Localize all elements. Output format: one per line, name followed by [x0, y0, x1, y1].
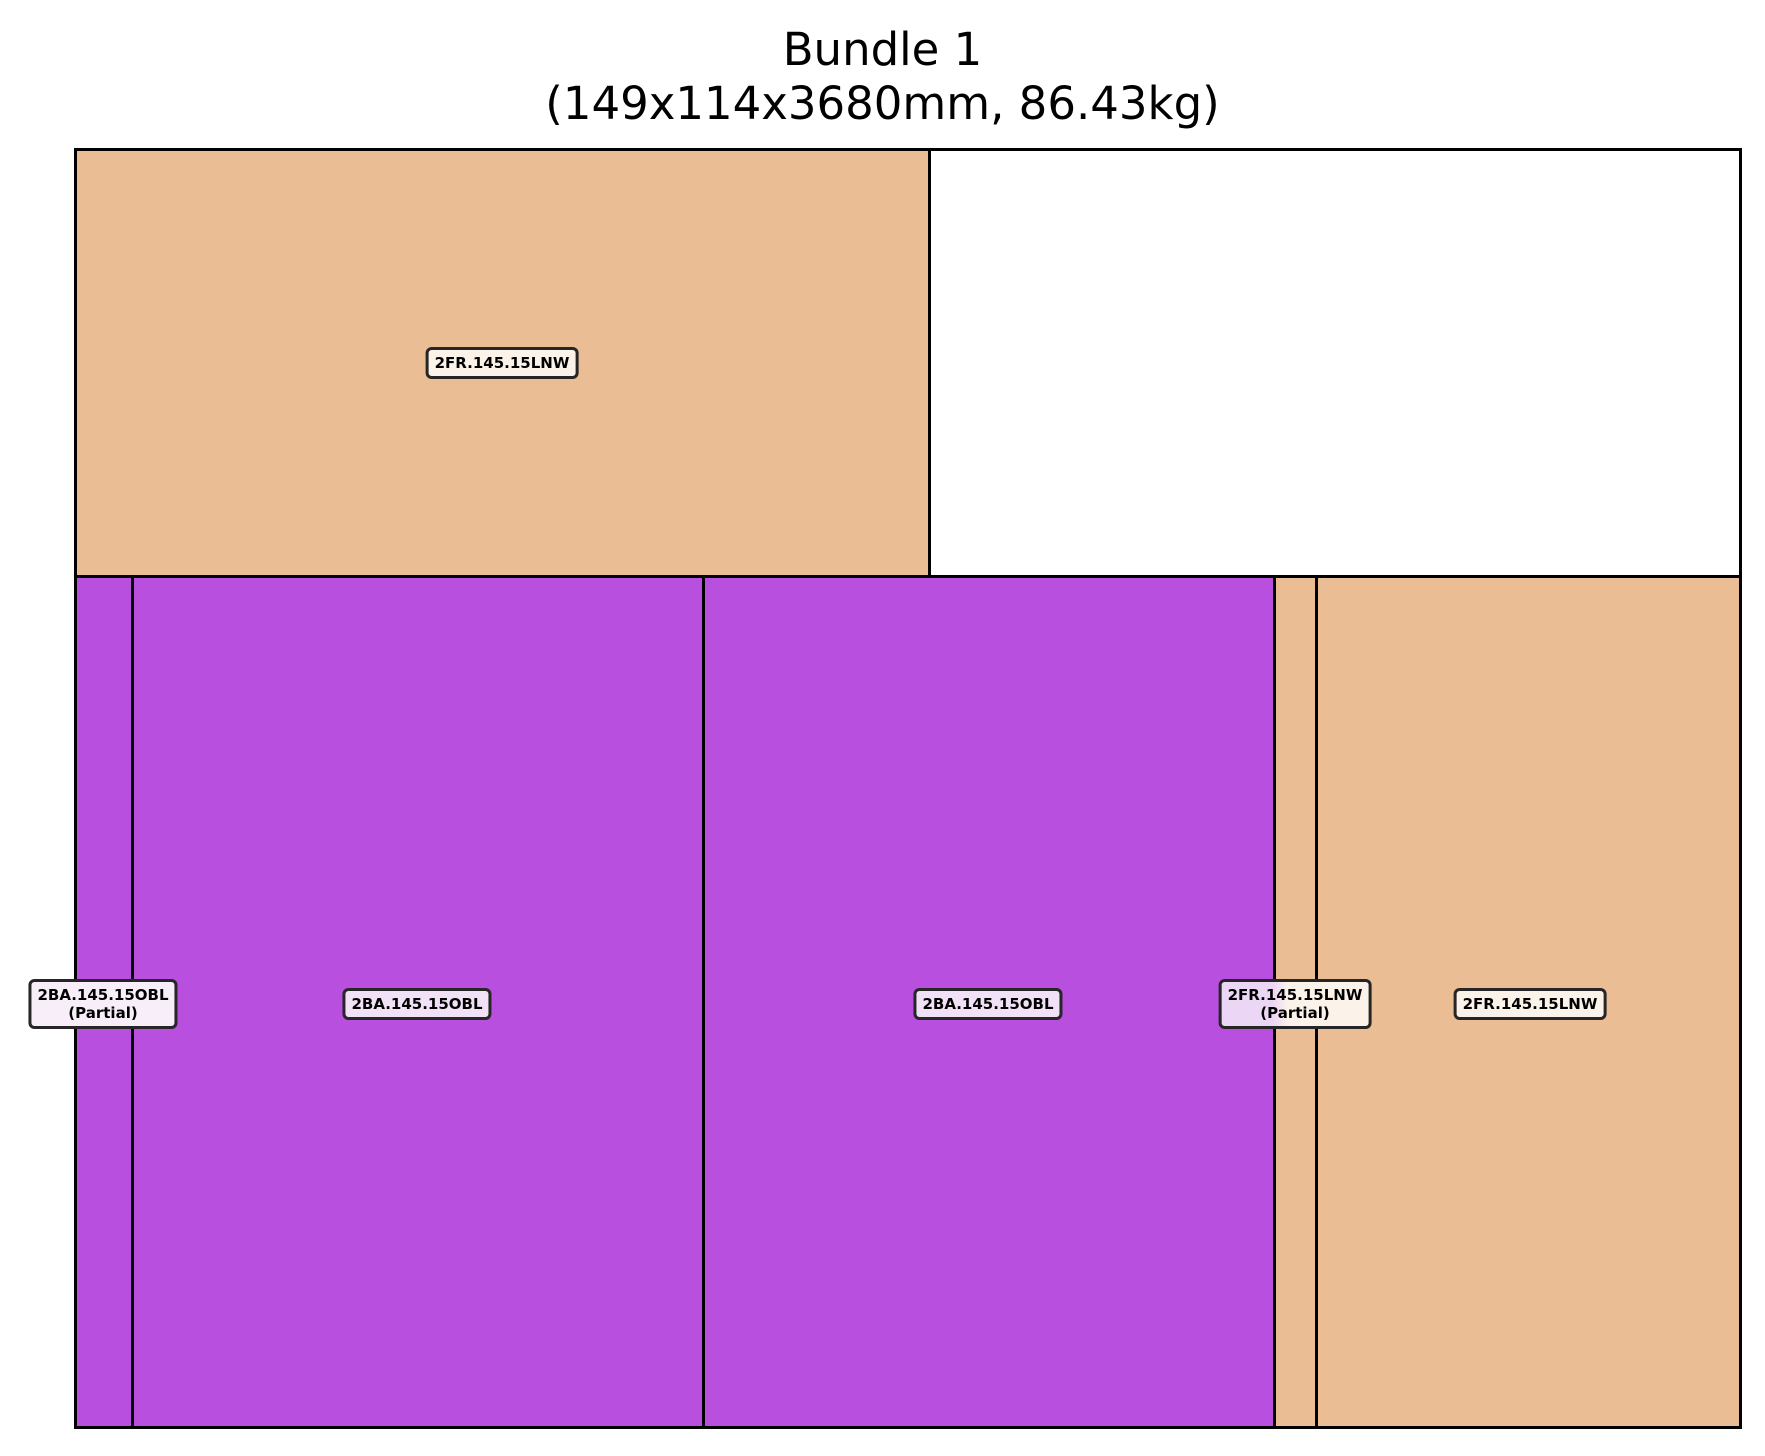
- piece-partial-left-note: (Partial): [68, 1004, 138, 1022]
- piece-top-label: 2FR.145.15LNW: [425, 347, 579, 379]
- piece-purple-1-label-text: 2BA.145.15OBL: [351, 995, 483, 1013]
- bundle-title: Bundle 1: [782, 23, 983, 76]
- piece-partial-right-label-text: 2FR.145.15LNW: [1227, 986, 1363, 1004]
- piece-partial-right-note: (Partial): [1260, 1004, 1330, 1022]
- piece-partial-left-label-text: 2BA.145.15OBL: [37, 986, 169, 1004]
- bundle-subtitle: (149x114x3680mm, 86.43kg): [545, 77, 1220, 130]
- piece-purple-2-label: 2BA.145.15OBL: [913, 988, 1063, 1020]
- piece-right-label-text: 2FR.145.15LNW: [1462, 995, 1598, 1013]
- piece-purple-1-label: 2BA.145.15OBL: [342, 988, 492, 1020]
- piece-partial-left-label: 2BA.145.15OBL (Partial): [28, 979, 178, 1029]
- piece-top-label-text: 2FR.145.15LNW: [434, 354, 570, 372]
- piece-right-label: 2FR.145.15LNW: [1453, 988, 1607, 1020]
- piece-purple-2-label-text: 2BA.145.15OBL: [922, 995, 1054, 1013]
- piece-partial-right-label: 2FR.145.15LNW (Partial): [1218, 979, 1372, 1029]
